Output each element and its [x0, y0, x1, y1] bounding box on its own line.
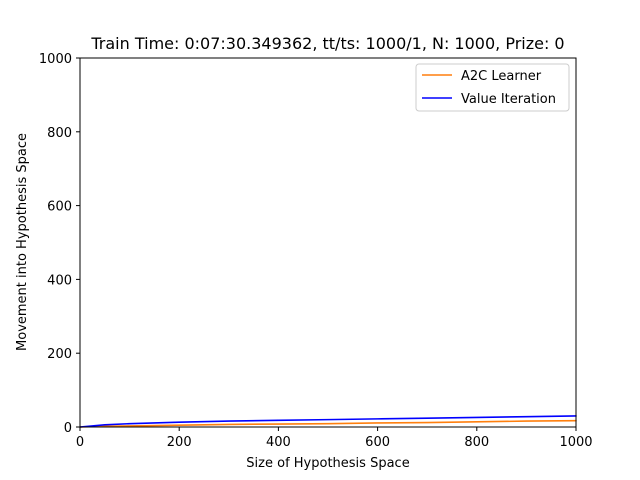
- series-line-value-iteration: [79, 415, 577, 428]
- y-tick-label: 200: [47, 347, 72, 362]
- y-tick-label: 600: [47, 200, 72, 215]
- x-tick-label: 200: [167, 435, 192, 450]
- y-tick-label: 800: [47, 126, 72, 141]
- legend-box: [415, 63, 570, 112]
- x-tick-label: 0: [76, 435, 84, 450]
- x-axis: 0 200 400 600 800 1000: [76, 427, 593, 450]
- legend-label: Value Iteration: [461, 92, 556, 107]
- x-axis-label: Size of Hypothesis Space: [246, 456, 409, 471]
- y-axis: 0 200 400 600 800 1000: [39, 52, 80, 436]
- y-tick-label: 1000: [39, 52, 72, 67]
- y-axis-label: Movement into Hypothesis Space: [15, 133, 30, 351]
- y-tick-label: 400: [47, 273, 72, 288]
- legend: A2C Learner Value Iteration: [415, 63, 570, 112]
- series-layer: [79, 415, 577, 428]
- x-tick-label: 1000: [559, 435, 592, 450]
- series-line-a2c-learner: [79, 419, 577, 428]
- chart-title: Train Time: 0:07:30.349362, tt/ts: 1000/…: [90, 34, 564, 53]
- x-tick-label: 600: [365, 435, 390, 450]
- plot-frame: [79, 57, 577, 428]
- legend-label: A2C Learner: [461, 69, 542, 84]
- x-tick-label: 400: [266, 435, 291, 450]
- x-tick-label: 800: [464, 435, 489, 450]
- y-tick-label: 0: [64, 421, 72, 436]
